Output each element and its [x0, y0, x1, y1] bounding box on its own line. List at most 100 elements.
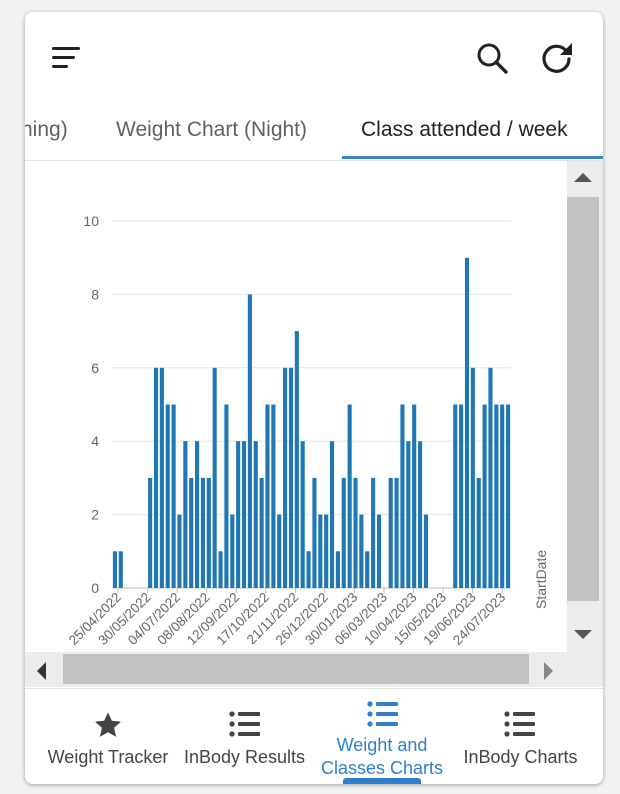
y-tick-label: 2 [91, 507, 99, 523]
bar[interactable] [283, 367, 288, 588]
bar[interactable] [412, 404, 417, 589]
chart-panel: 0 2 4 6 8 10 25/04/2022 30/05/2022 04/07/2022 08… [25, 161, 603, 687]
bar[interactable] [371, 477, 376, 588]
bar[interactable] [230, 514, 235, 588]
nav-inbody-charts[interactable]: InBody Charts [452, 689, 589, 784]
bar[interactable] [324, 514, 329, 588]
scroll-down-arrow-icon[interactable] [573, 627, 593, 641]
bar[interactable] [159, 367, 164, 588]
hamburger-menu-icon[interactable] [51, 46, 83, 70]
bar[interactable] [329, 441, 335, 588]
tab-bar: ning) Weight Chart (Night) Class attende… [25, 112, 603, 161]
bar[interactable] [341, 477, 346, 588]
star-icon [94, 712, 122, 737]
tab-label: Weight Chart (Night) [116, 118, 308, 141]
bar[interactable] [359, 514, 364, 588]
list-icon [229, 711, 260, 737]
bar[interactable] [177, 514, 182, 588]
top-app-bar [25, 12, 603, 104]
nav-label: InBody Charts [463, 747, 578, 767]
tab-weight-chart-morning[interactable]: ning) [25, 112, 68, 159]
nav-weight-and-classes-charts[interactable]: Weight and Classes Charts [312, 689, 452, 784]
bar[interactable] [365, 551, 370, 588]
bar[interactable] [482, 404, 487, 589]
bar[interactable] [294, 331, 299, 588]
bar[interactable] [265, 404, 270, 589]
horizontal-scroll-thumb[interactable] [63, 654, 529, 684]
tab-label: ning) [25, 118, 68, 141]
bar[interactable] [353, 477, 358, 588]
y-tick-label: 10 [83, 213, 99, 229]
bar[interactable] [236, 441, 241, 588]
bar[interactable] [418, 441, 423, 588]
scroll-up-arrow-icon[interactable] [573, 171, 593, 185]
app-card: ning) Weight Chart (Night) Class attende… [25, 12, 603, 784]
bar[interactable] [506, 404, 511, 589]
vertical-scrollbar[interactable] [567, 161, 603, 652]
y-tick-label: 4 [91, 433, 99, 449]
nav-inbody-results[interactable]: InBody Results [177, 689, 312, 784]
bar[interactable] [306, 551, 311, 588]
bar[interactable] [394, 477, 399, 588]
bar[interactable] [218, 551, 223, 588]
bar[interactable] [277, 514, 282, 588]
nav-weight-tracker[interactable]: Weight Tracker [39, 689, 177, 784]
bar[interactable] [118, 551, 123, 588]
vertical-scroll-thumb[interactable] [567, 197, 599, 601]
bar[interactable] [171, 404, 176, 589]
bottom-navigation: Weight Tracker InBody Results Weight and… [25, 688, 603, 784]
bar[interactable] [318, 514, 323, 588]
bar[interactable] [312, 477, 317, 588]
bar[interactable] [259, 477, 264, 588]
bar[interactable] [212, 367, 217, 588]
bar[interactable] [453, 404, 458, 589]
bar[interactable] [470, 367, 475, 588]
nav-label-line1: Weight and [336, 735, 428, 755]
bar[interactable] [253, 441, 258, 588]
bar[interactable] [464, 257, 470, 588]
y-tick-label: 0 [91, 580, 99, 596]
tab-weight-chart-night[interactable]: Weight Chart (Night) [116, 112, 307, 159]
bar[interactable] [153, 367, 159, 588]
list-icon [504, 711, 535, 737]
bar[interactable] [400, 404, 405, 589]
bar[interactable] [165, 404, 170, 589]
scroll-right-arrow-icon[interactable] [541, 661, 555, 681]
horizontal-scrollbar[interactable] [25, 652, 603, 687]
bar[interactable] [200, 477, 205, 588]
bar[interactable] [241, 441, 247, 588]
nav-label-line2: Classes Charts [320, 758, 444, 778]
bar[interactable] [494, 404, 499, 589]
bar[interactable] [476, 477, 481, 588]
bar[interactable] [376, 514, 382, 588]
bar[interactable] [423, 514, 428, 588]
bar[interactable] [288, 367, 294, 588]
bar[interactable] [189, 477, 194, 588]
search-icon[interactable] [475, 41, 509, 75]
list-icon [367, 701, 398, 727]
bar[interactable] [271, 404, 276, 589]
bar[interactable] [183, 441, 188, 588]
bar[interactable] [112, 551, 117, 588]
bar[interactable] [500, 404, 505, 589]
bar[interactable] [335, 551, 340, 588]
nav-label: Weight Tracker [47, 747, 169, 767]
bar[interactable] [195, 441, 200, 588]
tab-label: Class attended / week [361, 118, 568, 141]
bar[interactable] [406, 441, 411, 588]
tab-class-attended-week[interactable]: Class attended / week [361, 112, 568, 159]
y-tick-label: 6 [91, 360, 99, 376]
refresh-icon[interactable] [539, 40, 575, 76]
bar[interactable] [459, 404, 464, 589]
bar[interactable] [224, 404, 229, 589]
bar[interactable] [300, 441, 305, 588]
bar[interactable] [347, 404, 352, 589]
bar[interactable] [488, 367, 493, 588]
bar[interactable] [388, 477, 393, 588]
bar[interactable] [206, 477, 211, 588]
bar[interactable] [247, 294, 252, 588]
x-axis-label: StartDate [533, 550, 549, 609]
scroll-left-arrow-icon[interactable] [35, 661, 49, 681]
nav-label: InBody Results [183, 747, 306, 767]
bar[interactable] [148, 477, 153, 588]
